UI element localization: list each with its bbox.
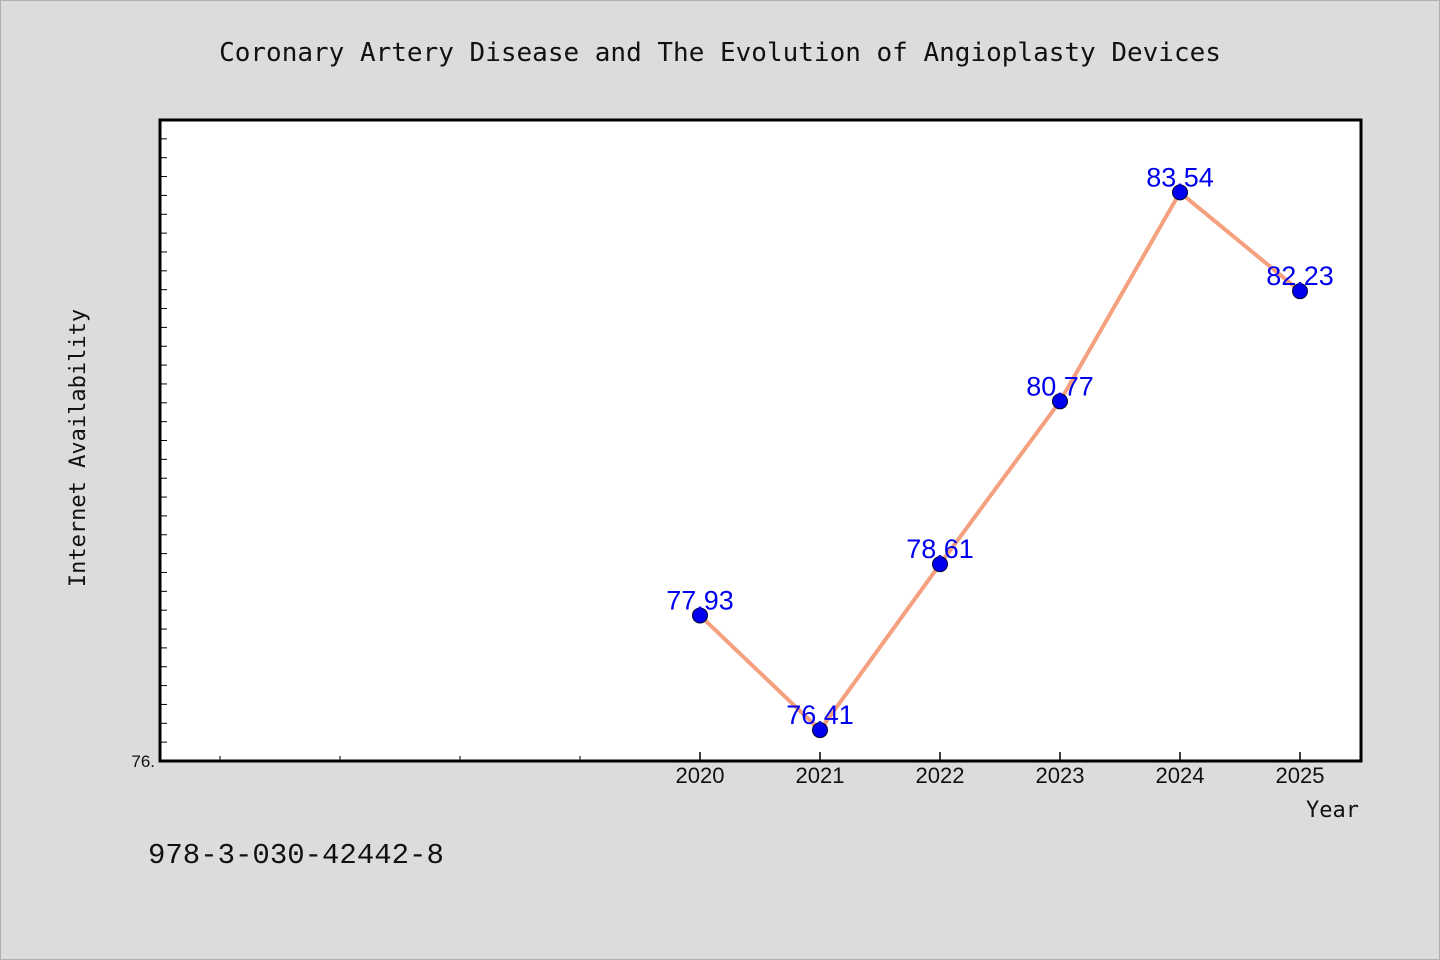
data-point bbox=[1052, 393, 1068, 410]
x-axis-minor-ticks bbox=[219, 756, 581, 761]
data-label: 82.23 bbox=[1266, 261, 1334, 291]
data-label: 80.77 bbox=[1026, 371, 1094, 401]
x-axis-ticks: 2020 2021 2022 2023 2024 2025 bbox=[676, 752, 1325, 788]
series-layer: 77.93 76.41 78.61 80.77 83.54 82.23 bbox=[666, 162, 1334, 739]
data-point bbox=[1292, 283, 1308, 300]
data-point bbox=[812, 722, 828, 739]
y-axis-tick-labels: 76. bbox=[131, 752, 155, 771]
data-point bbox=[932, 556, 948, 573]
series-line bbox=[698, 190, 1302, 733]
x-tick-label: 2021 bbox=[796, 763, 845, 788]
x-tick-label: 2025 bbox=[1276, 763, 1325, 788]
x-axis-label: Year bbox=[1306, 798, 1359, 823]
data-point bbox=[692, 607, 708, 624]
data-label: 77.93 bbox=[666, 585, 734, 615]
y-tick-label: 76. bbox=[131, 752, 155, 771]
x-tick-label: 2022 bbox=[916, 763, 965, 788]
data-label: 83.54 bbox=[1146, 162, 1214, 192]
chart-title: Coronary Artery Disease and The Evolutio… bbox=[219, 38, 1221, 68]
data-label: 76.41 bbox=[786, 700, 854, 730]
y-axis-ticks bbox=[160, 119, 167, 762]
plot-area bbox=[158, 118, 1363, 763]
data-label: 78.61 bbox=[906, 534, 974, 564]
data-point bbox=[1172, 184, 1188, 201]
y-axis-label: Internet Availability bbox=[66, 309, 91, 587]
x-tick-label: 2020 bbox=[676, 763, 725, 788]
footnote-isbn: 978-3-030-42442-8 bbox=[148, 839, 444, 872]
x-tick-label: 2023 bbox=[1036, 763, 1085, 788]
x-tick-label: 2024 bbox=[1156, 763, 1205, 788]
